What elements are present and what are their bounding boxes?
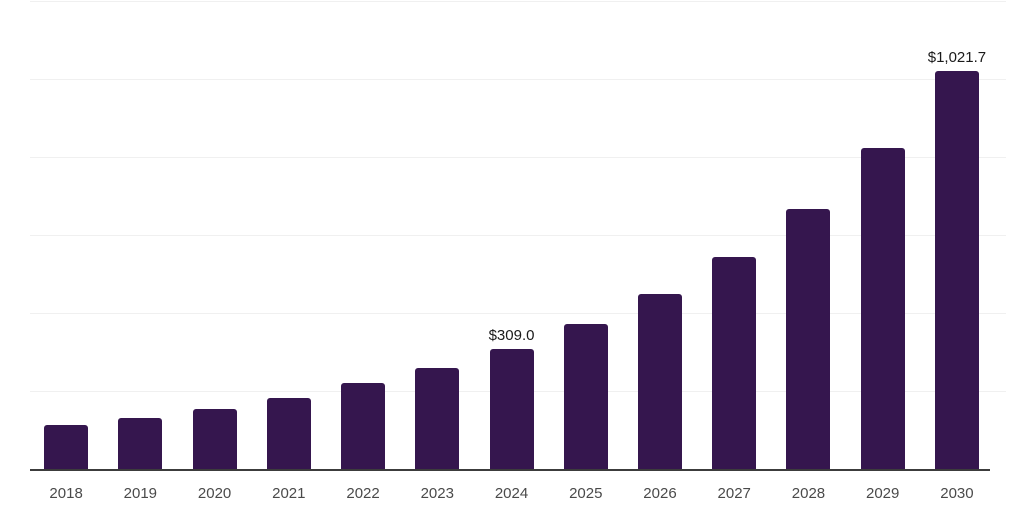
gridline-600 xyxy=(30,235,1006,236)
bar-2018 xyxy=(44,425,89,469)
x-axis-tick-labels: 2018 2019 2020 2021 2022 2023 2024 2025 2026 2027… xyxy=(29,484,994,504)
bar-2027 xyxy=(712,256,757,469)
bar-2022 xyxy=(341,383,386,469)
bar-value-label-2024: $309.0 xyxy=(488,326,535,344)
x-tick-label-2021: 2021 xyxy=(272,485,306,502)
bar-2020 xyxy=(192,408,237,469)
x-axis-line xyxy=(30,469,990,471)
bar-group-2028 xyxy=(771,2,845,469)
gridline-800 xyxy=(30,157,1006,159)
bars-row: $309.0 $1,021.7 xyxy=(29,2,994,469)
bar-2025 xyxy=(563,323,608,469)
bar-group-2021 xyxy=(252,2,326,469)
bar-group-2018 xyxy=(29,2,103,469)
bar-2024 xyxy=(489,348,534,469)
x-tick-label-2026: 2026 xyxy=(643,485,677,502)
x-tick-label-2025: 2025 xyxy=(569,485,603,502)
x-tick-label-2028: 2028 xyxy=(791,485,826,502)
x-tick-label-2030: 2030 xyxy=(940,485,974,502)
gridline-1200 xyxy=(30,1,1006,2)
x-tick-label-2018: 2018 xyxy=(49,485,83,502)
x-tick-label-2027: 2027 xyxy=(717,485,751,502)
bar-group-2019 xyxy=(103,2,177,469)
bar-group-2022 xyxy=(326,2,400,469)
x-tick-label-2022: 2022 xyxy=(346,485,380,502)
bar-2028 xyxy=(786,208,831,469)
x-tick-label-2024: 2024 xyxy=(494,485,529,502)
x-tick-label-2019: 2019 xyxy=(123,485,158,502)
gridline-400 xyxy=(30,313,1006,315)
bar-group-2029 xyxy=(846,2,920,469)
bar-group-2023 xyxy=(400,2,474,469)
bar-group-2024: $309.0 xyxy=(474,2,548,469)
x-tick-label-2023: 2023 xyxy=(420,485,454,502)
bar-2029 xyxy=(860,148,905,469)
gridline-1000 xyxy=(30,79,1006,80)
bar-group-2026 xyxy=(623,2,697,469)
bar-value-label-2030: $1,021.7 xyxy=(927,48,987,66)
bar-group-2020 xyxy=(177,2,251,469)
bar-2026 xyxy=(637,293,682,469)
bar-2023 xyxy=(415,368,460,469)
bar-group-2030: $1,021.7 xyxy=(920,2,994,469)
bar-2030 xyxy=(934,70,979,469)
x-tick-label-2020: 2020 xyxy=(197,485,232,502)
bar-group-2025 xyxy=(549,2,623,469)
bar-group-2027 xyxy=(697,2,771,469)
bar-2019 xyxy=(118,417,163,469)
bar-2021 xyxy=(266,398,311,469)
x-tick-label-2029: 2029 xyxy=(866,485,900,502)
